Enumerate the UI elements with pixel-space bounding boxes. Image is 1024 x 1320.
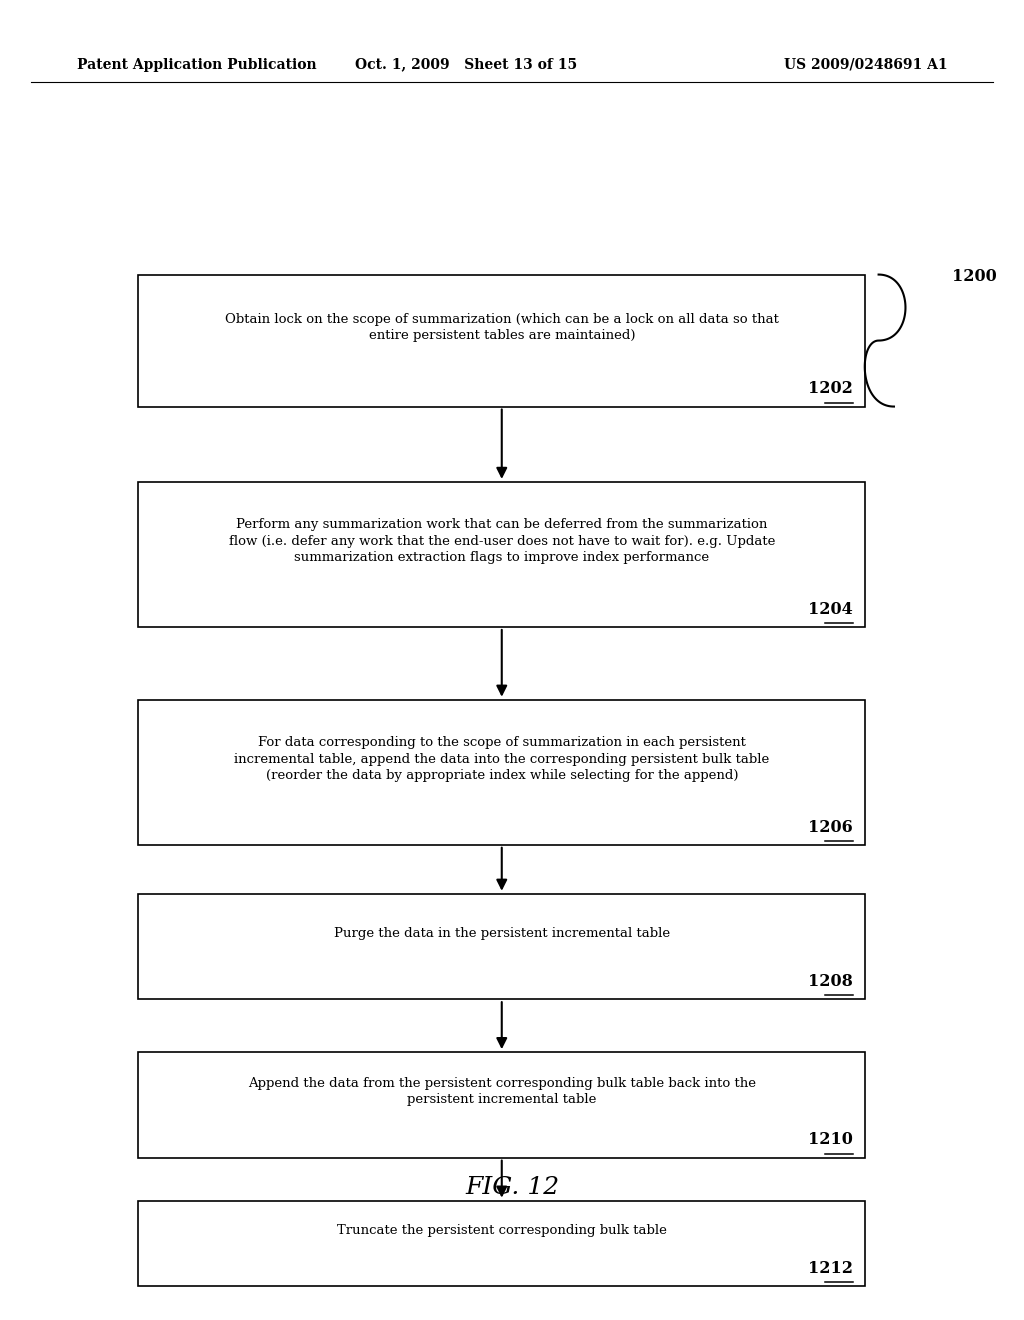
Text: 1206: 1206 [808,818,853,836]
Bar [138,700,865,845]
Text: For data corresponding to the scope of summarization in each persistent
incremen: For data corresponding to the scope of s… [234,737,769,781]
Text: Oct. 1, 2009   Sheet 13 of 15: Oct. 1, 2009 Sheet 13 of 15 [355,58,577,71]
Text: Perform any summarization work that can be deferred from the summarization
flow : Perform any summarization work that can … [228,519,775,564]
Text: 1212: 1212 [808,1261,853,1278]
Text: 1210: 1210 [808,1131,853,1148]
Bar [138,1201,865,1286]
Text: Truncate the persistent corresponding bulk table: Truncate the persistent corresponding bu… [337,1224,667,1237]
Text: Append the data from the persistent corresponding bulk table back into the
persi: Append the data from the persistent corr… [248,1077,756,1106]
Text: Purge the data in the persistent incremental table: Purge the data in the persistent increme… [334,927,670,940]
Bar [138,482,865,627]
Bar [138,275,865,407]
Text: Patent Application Publication: Patent Application Publication [77,58,316,71]
Bar [138,894,865,999]
Text: Obtain lock on the scope of summarization (which can be a lock on all data so th: Obtain lock on the scope of summarizatio… [225,313,778,342]
Text: 1200: 1200 [952,268,997,285]
Text: 1202: 1202 [808,380,853,397]
Text: 1204: 1204 [808,601,853,618]
Text: US 2009/0248691 A1: US 2009/0248691 A1 [783,58,947,71]
Text: FIG. 12: FIG. 12 [465,1176,559,1200]
Text: 1208: 1208 [808,973,853,990]
Bar [138,1052,865,1158]
